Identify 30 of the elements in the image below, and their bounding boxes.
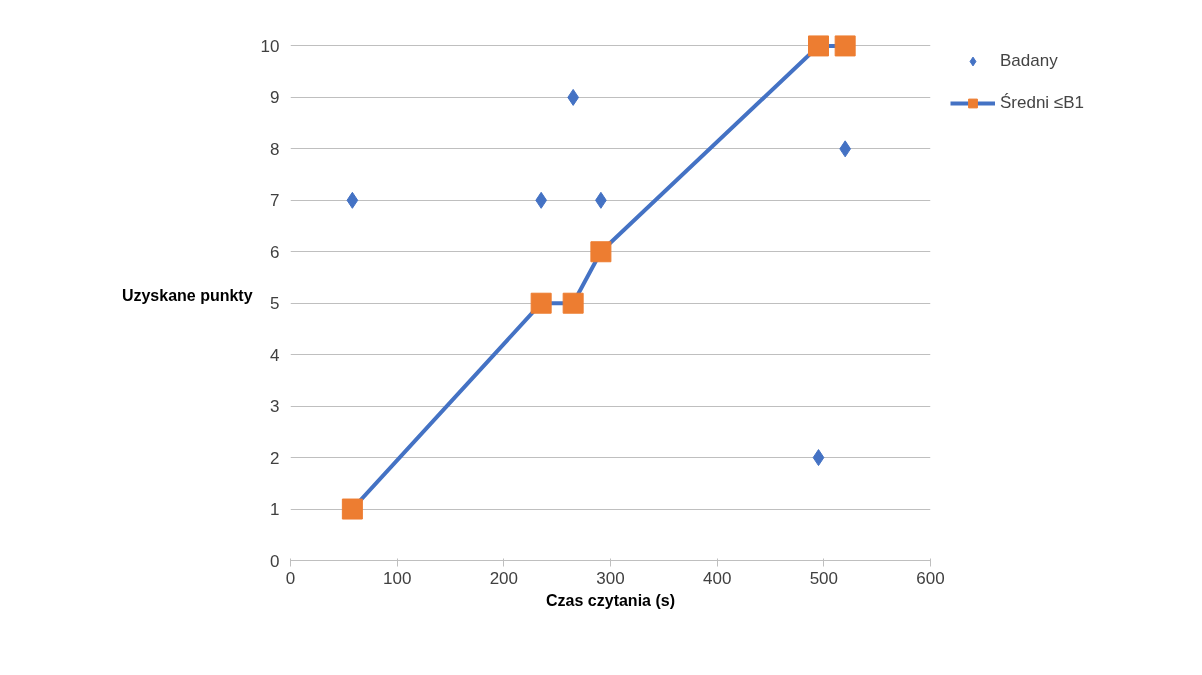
y-tick-label: 1: [270, 500, 280, 520]
y-tick-label: 2: [270, 448, 280, 468]
y-tick-label: 0: [270, 551, 280, 571]
y-tick-label: 8: [270, 139, 280, 159]
point: [590, 241, 612, 263]
x-axis-title: Czas czytania (s): [546, 591, 675, 609]
point: [562, 292, 584, 314]
point: [346, 191, 359, 209]
x-tick-label: 600: [916, 568, 945, 588]
legend-label: Badany: [1000, 51, 1058, 71]
y-tick-label: 4: [270, 345, 280, 365]
point: [834, 35, 856, 57]
x-tick-label: 400: [702, 568, 732, 588]
y-axis-title: Uzyskane punkty: [121, 287, 253, 304]
y-tick-label: 9: [270, 88, 280, 108]
x-tick-label: 100: [382, 568, 412, 588]
x-tick-label: 200: [489, 568, 519, 588]
y-tick-label: 6: [270, 242, 280, 262]
point: [812, 449, 825, 467]
point: [530, 292, 552, 314]
y-tick-label: 3: [270, 397, 280, 417]
x-tick-label: 0: [285, 568, 296, 588]
point: [341, 498, 363, 520]
point: [808, 35, 829, 57]
x-tick-label: 300: [596, 568, 625, 588]
x-tick-label: 500: [809, 568, 839, 588]
y-tick-label: 5: [270, 294, 280, 314]
y-tick-label: 7: [270, 191, 280, 211]
y-tick-label: 10: [260, 36, 280, 56]
legend-label: Średni ≤B1: [1000, 93, 1084, 113]
